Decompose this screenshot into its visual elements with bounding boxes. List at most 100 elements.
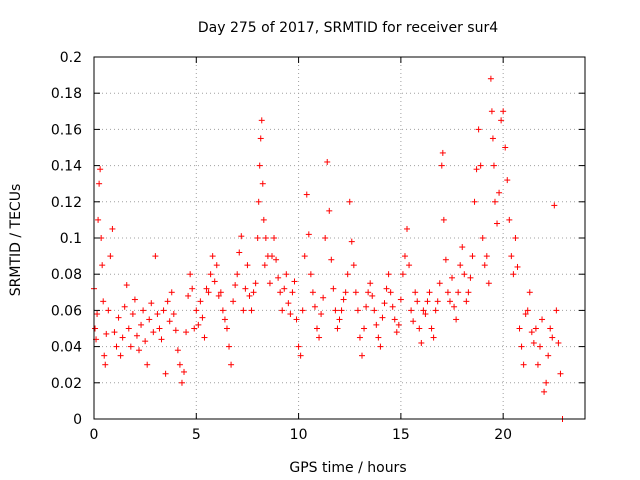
- data-point: [259, 180, 266, 187]
- data-point: [545, 352, 552, 359]
- data-point: [140, 307, 147, 314]
- data-point: [356, 334, 363, 341]
- data-point: [338, 307, 345, 314]
- y-tick-label: 0.08: [51, 267, 82, 283]
- data-point: [92, 325, 99, 332]
- data-point: [332, 307, 339, 314]
- data-point: [164, 298, 171, 305]
- y-tick-label: 0.06: [51, 303, 82, 319]
- data-point: [340, 296, 347, 303]
- data-point: [217, 289, 224, 296]
- data-point: [373, 321, 380, 328]
- data-point: [346, 198, 353, 205]
- data-point: [297, 352, 304, 359]
- data-point: [144, 361, 151, 368]
- data-point: [444, 289, 451, 296]
- data-point: [401, 253, 408, 260]
- data-point: [449, 274, 456, 281]
- data-point: [518, 343, 525, 350]
- x-tick-label: 20: [494, 427, 512, 443]
- data-point: [365, 289, 372, 296]
- data-point: [430, 334, 437, 341]
- data-point: [234, 271, 241, 278]
- data-point: [181, 368, 188, 375]
- data-point: [209, 253, 216, 260]
- data-point: [453, 316, 460, 323]
- data-point: [293, 316, 300, 323]
- data-point: [160, 307, 167, 314]
- data-point: [113, 343, 120, 350]
- data-points: [91, 75, 566, 422]
- data-point: [303, 191, 310, 198]
- data-point: [328, 256, 335, 263]
- y-tick-label: 0.1: [60, 231, 82, 247]
- data-point: [350, 262, 357, 269]
- data-point: [211, 278, 218, 285]
- data-point: [236, 249, 243, 256]
- data-point: [389, 303, 396, 310]
- data-point: [473, 166, 480, 173]
- data-point: [176, 361, 183, 368]
- data-point: [146, 316, 153, 323]
- data-point: [183, 329, 190, 336]
- data-point: [101, 352, 108, 359]
- data-point: [197, 298, 204, 305]
- x-tick-label: 15: [392, 427, 410, 443]
- data-point: [377, 343, 384, 350]
- data-point: [483, 253, 490, 260]
- data-point: [528, 329, 535, 336]
- data-point: [273, 256, 280, 263]
- data-point: [213, 262, 220, 269]
- data-point: [99, 262, 106, 269]
- data-point: [553, 307, 560, 314]
- grid: [94, 57, 585, 419]
- data-point: [463, 298, 470, 305]
- data-point: [410, 318, 417, 325]
- data-point: [504, 177, 511, 184]
- data-point: [255, 198, 262, 205]
- data-point: [451, 303, 458, 310]
- data-point: [152, 253, 159, 260]
- data-point: [299, 307, 306, 314]
- data-point: [549, 334, 556, 341]
- data-point: [121, 303, 128, 310]
- data-point: [481, 262, 488, 269]
- data-point: [123, 282, 130, 289]
- data-point: [526, 289, 533, 296]
- data-point: [156, 325, 163, 332]
- data-point: [221, 316, 228, 323]
- data-point: [465, 289, 472, 296]
- data-point: [422, 311, 429, 318]
- data-point: [498, 117, 505, 124]
- data-point: [363, 303, 370, 310]
- data-point: [520, 361, 527, 368]
- data-point: [487, 75, 494, 82]
- data-point: [502, 144, 509, 151]
- data-point: [246, 292, 253, 299]
- data-point: [361, 325, 368, 332]
- data-point: [426, 289, 433, 296]
- data-point: [414, 298, 421, 305]
- chart-title: Day 275 of 2017, SRMTID for receiver sur…: [198, 20, 498, 36]
- data-point: [522, 311, 529, 318]
- data-point: [506, 216, 513, 223]
- data-point: [406, 262, 413, 269]
- data-point: [457, 262, 464, 269]
- data-point: [215, 292, 222, 299]
- y-tick-label: 0.02: [51, 376, 82, 392]
- data-point: [248, 307, 255, 314]
- data-point: [268, 253, 275, 260]
- data-point: [97, 166, 104, 173]
- data-point: [138, 321, 145, 328]
- data-point: [359, 352, 366, 359]
- data-point: [205, 289, 212, 296]
- data-point: [383, 285, 390, 292]
- x-tick-label: 5: [192, 427, 201, 443]
- data-point: [477, 162, 484, 169]
- data-point: [494, 220, 501, 227]
- data-point: [170, 311, 177, 318]
- data-point: [142, 338, 149, 345]
- data-point: [479, 235, 486, 241]
- data-point: [547, 325, 554, 332]
- data-point: [496, 189, 503, 196]
